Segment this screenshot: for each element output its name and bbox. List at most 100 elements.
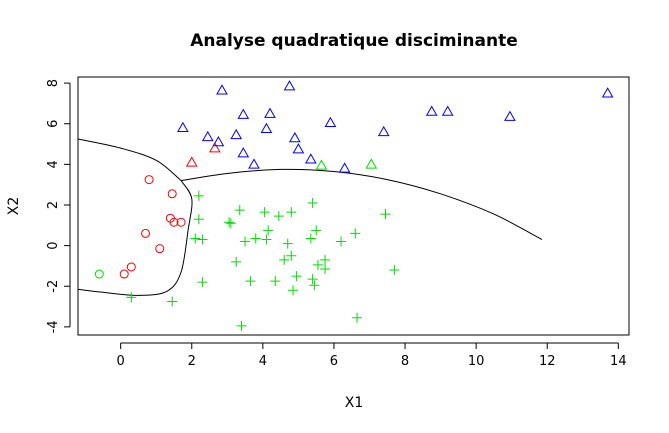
x-tick-label: 10: [468, 354, 485, 369]
plot-frame: [77, 76, 630, 336]
point-plus: [190, 233, 201, 244]
point-plus: [307, 274, 318, 285]
point-triangle: [504, 110, 516, 121]
point-circle: [119, 269, 129, 279]
point-plus: [286, 250, 297, 261]
point-triangle: [212, 136, 225, 147]
point-triangle: [283, 80, 296, 91]
x-tick-label: 6: [330, 354, 338, 369]
point-triangle: [216, 84, 228, 95]
point-circle: [94, 269, 104, 279]
point-triangle: [377, 125, 390, 137]
point-triangle: [324, 116, 337, 127]
x-tick-label: 8: [401, 354, 409, 369]
point-plus: [282, 238, 293, 249]
point-plus: [307, 197, 318, 208]
point-circle: [141, 228, 151, 238]
point-plus: [288, 285, 299, 296]
point-plus: [312, 259, 323, 270]
point-plus: [250, 233, 261, 244]
point-plus: [225, 218, 236, 229]
point-triangle: [201, 130, 214, 142]
boundary-curve-1: [77, 180, 193, 296]
y-axis-label: X2: [6, 197, 22, 216]
y-tick-label: 4: [46, 160, 61, 168]
y-axis: -4 -2 0 2 4 6 8: [46, 79, 71, 333]
y-tick-label: -2: [46, 280, 61, 293]
boundary-curve-0: [77, 138, 182, 181]
point-triangle: [208, 142, 221, 153]
point-triangle: [185, 156, 198, 167]
point-circle: [176, 217, 186, 227]
point-plus: [270, 276, 281, 287]
point-plus: [311, 225, 322, 236]
point-triangle: [248, 158, 260, 169]
point-triangle: [264, 107, 276, 118]
x-tick-label: 14: [610, 354, 627, 369]
point-plus: [236, 320, 247, 331]
point-plus: [261, 234, 272, 245]
point-circle: [126, 262, 136, 272]
point-plus: [305, 233, 316, 244]
x-tick-label: 2: [188, 354, 196, 369]
point-plus: [286, 207, 297, 218]
point-plus: [352, 312, 363, 323]
y-tick-label: 2: [46, 201, 61, 209]
point-plus: [234, 205, 245, 216]
point-plus: [126, 292, 137, 303]
point-triangle: [260, 122, 273, 134]
point-plus: [389, 264, 400, 275]
x-tick-label: 4: [259, 354, 267, 369]
x-axis-label: X1: [345, 395, 364, 411]
y-tick-label: 8: [46, 79, 61, 87]
point-plus: [224, 217, 235, 228]
point-triangle: [601, 87, 614, 98]
point-triangle: [237, 147, 250, 158]
point-triangle: [315, 159, 328, 170]
boundary-curve-2: [181, 168, 543, 240]
point-plus: [259, 207, 270, 218]
point-triangle: [288, 131, 301, 143]
point-plus: [193, 214, 204, 225]
point-triangle: [230, 128, 243, 140]
point-plus: [273, 211, 284, 222]
point-plus: [320, 254, 331, 265]
point-plus: [279, 254, 290, 265]
point-plus: [309, 280, 320, 291]
point-circle: [167, 189, 177, 199]
point-triangle: [365, 158, 378, 169]
point-triangle: [292, 143, 305, 154]
point-plus: [240, 236, 251, 247]
data-points: [94, 80, 614, 331]
y-tick-label: -4: [46, 320, 61, 333]
point-plus: [245, 276, 256, 287]
y-tick-label: 0: [46, 241, 61, 249]
decision-boundaries: [77, 138, 543, 296]
point-triangle: [441, 105, 454, 116]
point-plus: [350, 228, 361, 239]
point-plus: [291, 271, 302, 282]
y-tick-label: 6: [46, 120, 61, 128]
point-circle: [144, 175, 154, 185]
point-plus: [197, 277, 208, 288]
chart-title: Analyse quadratique disciminante: [190, 31, 518, 51]
point-plus: [320, 263, 331, 274]
point-triangle: [338, 162, 351, 173]
point-plus: [263, 225, 274, 236]
point-triangle: [304, 153, 317, 164]
point-plus: [231, 256, 242, 267]
point-plus: [336, 236, 347, 247]
point-triangle: [177, 121, 189, 133]
point-plus: [193, 190, 204, 201]
x-tick-label: 12: [539, 354, 556, 369]
point-plus: [167, 296, 178, 307]
x-tick-label: 0: [117, 354, 125, 369]
point-triangle: [425, 105, 438, 116]
point-circle: [169, 217, 179, 227]
point-plus: [197, 234, 208, 245]
point-plus: [380, 209, 391, 220]
point-triangle: [237, 108, 250, 119]
x-axis: 0 2 4 6 8 10 12 14: [117, 342, 627, 369]
point-circle: [155, 244, 165, 254]
